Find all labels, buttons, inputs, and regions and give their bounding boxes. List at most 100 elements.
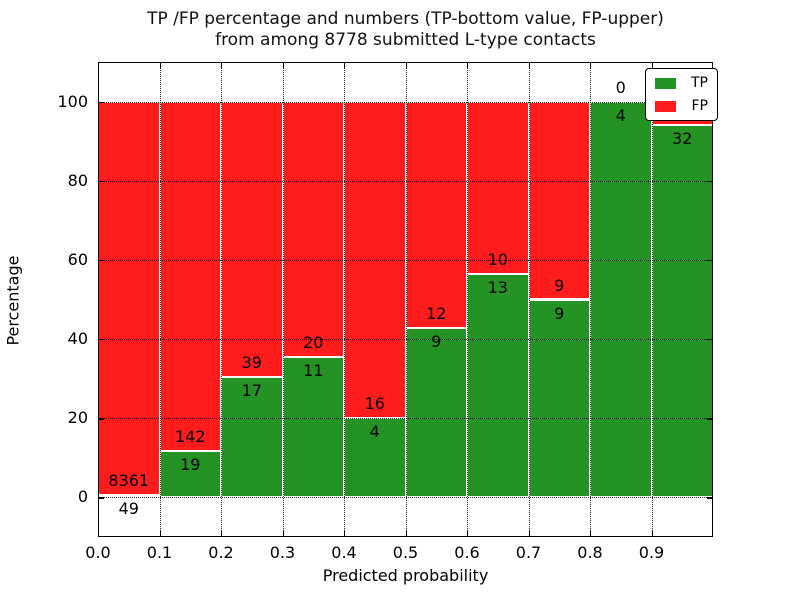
y-tick-mark-right: [707, 180, 713, 183]
tp-count-label: 19: [180, 454, 201, 474]
tp-count-label: 32: [672, 128, 693, 148]
gridline-x: [467, 62, 468, 537]
legend-entry-tp: TP: [655, 76, 708, 90]
bar-fp-segment: [405, 101, 467, 328]
gridline-x: [159, 62, 161, 537]
y-tick-label: 40: [67, 329, 88, 349]
tp-count-label: 9: [554, 303, 565, 323]
bar-tp-segment: [221, 377, 283, 498]
x-tick-mark: [590, 531, 592, 537]
y-tick-mark: [98, 339, 104, 341]
x-tick-mark-top: [159, 62, 161, 68]
x-tick-mark-top: [467, 62, 469, 68]
fp-count-label: 12: [426, 303, 447, 323]
bar-fp-segment: [221, 101, 283, 378]
y-axis-label: Percentage: [3, 255, 23, 346]
legend-swatch-tp-icon: [655, 77, 676, 89]
fp-count-label: 16: [364, 394, 385, 414]
fp-count-label: 142: [174, 426, 206, 446]
x-tick-mark-top: [651, 62, 653, 68]
fp-count-label: 0: [615, 77, 626, 97]
y-tick-label: 20: [67, 408, 88, 428]
bar-tp-segment: [467, 273, 529, 498]
y-tick-label: 100: [57, 91, 88, 111]
gridline-x: [528, 62, 530, 537]
y-tick-label: 0: [77, 487, 88, 507]
tp-count-label: 11: [303, 360, 324, 380]
x-tick-mark: [159, 531, 161, 537]
x-tick-label: 0.4: [331, 543, 357, 562]
legend: TP FP: [645, 68, 718, 121]
y-tick-mark: [98, 497, 104, 499]
bar-fp-segment: [467, 101, 529, 274]
legend-entry-fp: FP: [655, 99, 708, 113]
y-tick-mark: [98, 180, 104, 183]
tp-count-label: 17: [241, 381, 262, 401]
y-tick-mark: [98, 101, 104, 103]
x-tick-label: 0.1: [146, 543, 173, 562]
x-tick-mark: [405, 531, 407, 537]
x-tick-mark-top: [221, 62, 223, 68]
x-tick-label: 0.6: [454, 543, 480, 562]
bar-fp-segment: [98, 101, 160, 496]
bar-tp-segment: [590, 101, 652, 498]
gridline-x: [405, 62, 407, 537]
x-tick-mark: [344, 531, 346, 537]
legend-swatch-fp-icon: [655, 100, 676, 112]
fp-count-label: 8361: [108, 471, 150, 491]
gridline-x: [282, 62, 284, 537]
y-tick-mark: [98, 259, 104, 262]
y-tick-mark-right: [707, 339, 713, 341]
x-tick-label: 0.7: [515, 543, 542, 562]
bar-tp-segment: [405, 327, 467, 498]
gridline-x: [221, 62, 222, 537]
x-tick-label: 0.2: [208, 543, 234, 562]
gridline-x: [344, 62, 345, 537]
x-tick-label: 0.8: [577, 543, 603, 562]
legend-label-tp: TP: [691, 75, 708, 91]
x-tick-mark: [282, 531, 284, 537]
y-tick-label: 80: [67, 170, 88, 190]
x-tick-mark-top: [98, 62, 100, 68]
bar-tp-segment: [159, 450, 221, 498]
fp-count-label: 39: [241, 353, 262, 373]
x-tick-mark-top: [590, 62, 592, 68]
x-tick-mark-top: [344, 62, 346, 68]
bar-fp-segment: [282, 101, 344, 357]
x-tick-label: 0.5: [392, 543, 419, 562]
y-tick-mark-right: [707, 259, 713, 262]
x-tick-mark: [528, 531, 530, 537]
y-tick-mark: [98, 418, 104, 420]
bar-fp-segment: [159, 101, 221, 451]
tp-count-label: 4: [615, 105, 626, 125]
legend-label-fp: FP: [691, 98, 709, 114]
fp-count-label: 10: [487, 249, 508, 269]
x-tick-label: 0.9: [638, 543, 665, 562]
x-tick-label: 0.3: [269, 543, 296, 562]
y-tick-mark-right: [707, 497, 713, 499]
gridline-x: [590, 62, 591, 537]
x-tick-label: 0.0: [85, 543, 111, 562]
tp-count-label: 13: [487, 277, 508, 297]
bar-tp-segment: [282, 356, 344, 498]
x-axis-label: Predicted probability: [322, 566, 489, 585]
chart-title-line1: TP /FP percentage and numbers (TP-bottom…: [147, 9, 664, 29]
tp-count-label: 49: [118, 499, 139, 519]
tp-count-label: 9: [431, 331, 442, 351]
x-tick-mark: [98, 531, 100, 537]
x-tick-mark: [221, 531, 223, 537]
x-tick-mark-top: [528, 62, 530, 68]
x-tick-mark: [651, 531, 653, 537]
fp-count-label: 20: [303, 332, 324, 352]
chart-title: TP /FP percentage and numbers (TP-bottom…: [98, 9, 713, 51]
gridline-x: [651, 62, 653, 537]
x-tick-mark: [467, 531, 469, 537]
x-tick-mark-top: [282, 62, 284, 68]
fp-count-label: 9: [554, 275, 565, 295]
y-tick-label: 60: [67, 249, 88, 269]
bar-fp-segment: [528, 101, 590, 300]
x-tick-mark-top: [405, 62, 407, 68]
y-tick-mark-right: [707, 418, 713, 420]
chart-title-line2: from among 8778 submitted L-type contact…: [215, 30, 596, 50]
